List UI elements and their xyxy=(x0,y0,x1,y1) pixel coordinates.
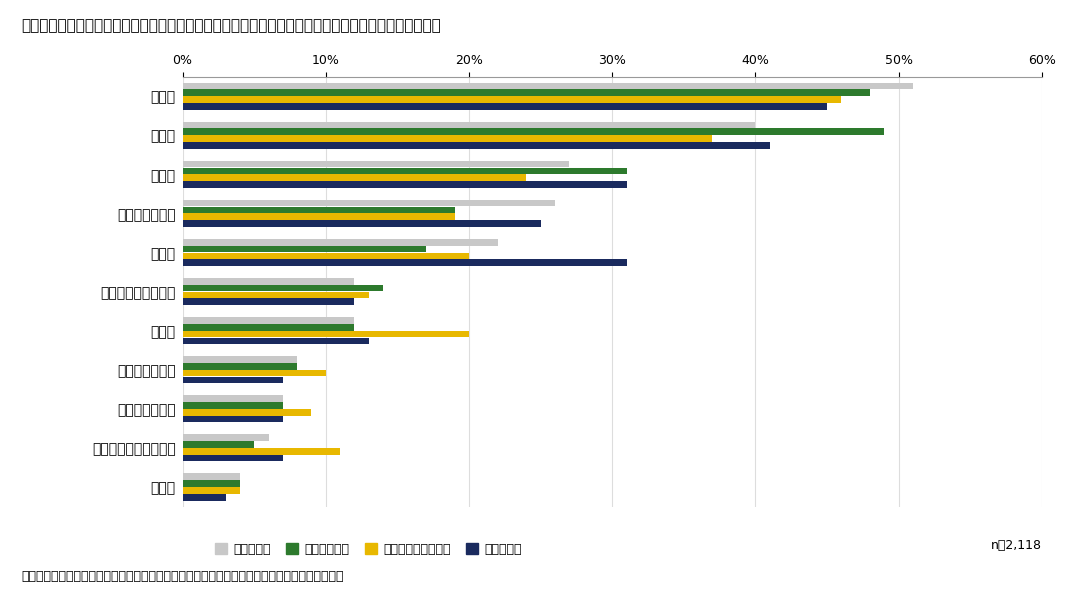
Bar xyxy=(183,448,340,455)
Bar xyxy=(183,121,755,128)
Bar xyxy=(183,259,626,266)
Bar xyxy=(183,356,297,363)
Bar xyxy=(183,377,282,383)
Bar xyxy=(183,441,255,448)
Bar xyxy=(183,402,282,409)
Bar xyxy=(183,494,226,501)
Bar xyxy=(183,200,555,206)
Bar xyxy=(183,239,497,246)
Bar xyxy=(183,317,354,324)
Text: 図５　重視する医薬品の価値（ミクロ視点）：疾患想起の有無、想起疾患による違い（上位３つ回答）: 図５ 重視する医薬品の価値（ミクロ視点）：疾患想起の有無、想起疾患による違い（上… xyxy=(21,18,441,32)
Bar xyxy=(183,174,526,181)
Bar xyxy=(183,220,540,227)
Bar xyxy=(183,434,268,441)
Bar xyxy=(183,370,325,376)
Text: n＝2,118: n＝2,118 xyxy=(991,539,1042,552)
Bar xyxy=(183,299,354,305)
Bar xyxy=(183,207,454,213)
Bar xyxy=(183,128,884,135)
Bar xyxy=(183,167,626,174)
Bar xyxy=(183,246,426,252)
Bar xyxy=(183,103,827,110)
Bar xyxy=(183,337,368,344)
Bar xyxy=(183,409,311,416)
Bar xyxy=(183,96,841,103)
Bar xyxy=(183,292,368,298)
Bar xyxy=(183,455,282,462)
Bar xyxy=(183,416,282,422)
Bar xyxy=(183,331,469,337)
Bar xyxy=(183,474,240,480)
Bar xyxy=(183,480,240,487)
Bar xyxy=(183,278,354,284)
Bar xyxy=(183,285,383,292)
Bar xyxy=(183,363,297,370)
Bar xyxy=(183,142,770,149)
Bar xyxy=(183,213,454,220)
Bar xyxy=(183,181,626,188)
Bar xyxy=(183,324,354,330)
Bar xyxy=(183,135,712,142)
Legend: 疾患想起無, 想起：高血圧, 想起：関節リウマチ, 想起：がん: 疾患想起無, 想起：高血圧, 想起：関節リウマチ, 想起：がん xyxy=(215,543,522,556)
Bar xyxy=(183,90,870,96)
Bar xyxy=(183,487,240,494)
Bar xyxy=(183,395,282,402)
Text: 出所：「医薬品の価格や制度、価値に関する意識調査」結果を基に医薬産業政策研究所にて作成: 出所：「医薬品の価格や制度、価値に関する意識調査」結果を基に医薬産業政策研究所に… xyxy=(21,570,344,583)
Bar xyxy=(183,161,569,167)
Bar xyxy=(183,82,913,89)
Bar xyxy=(183,253,469,259)
